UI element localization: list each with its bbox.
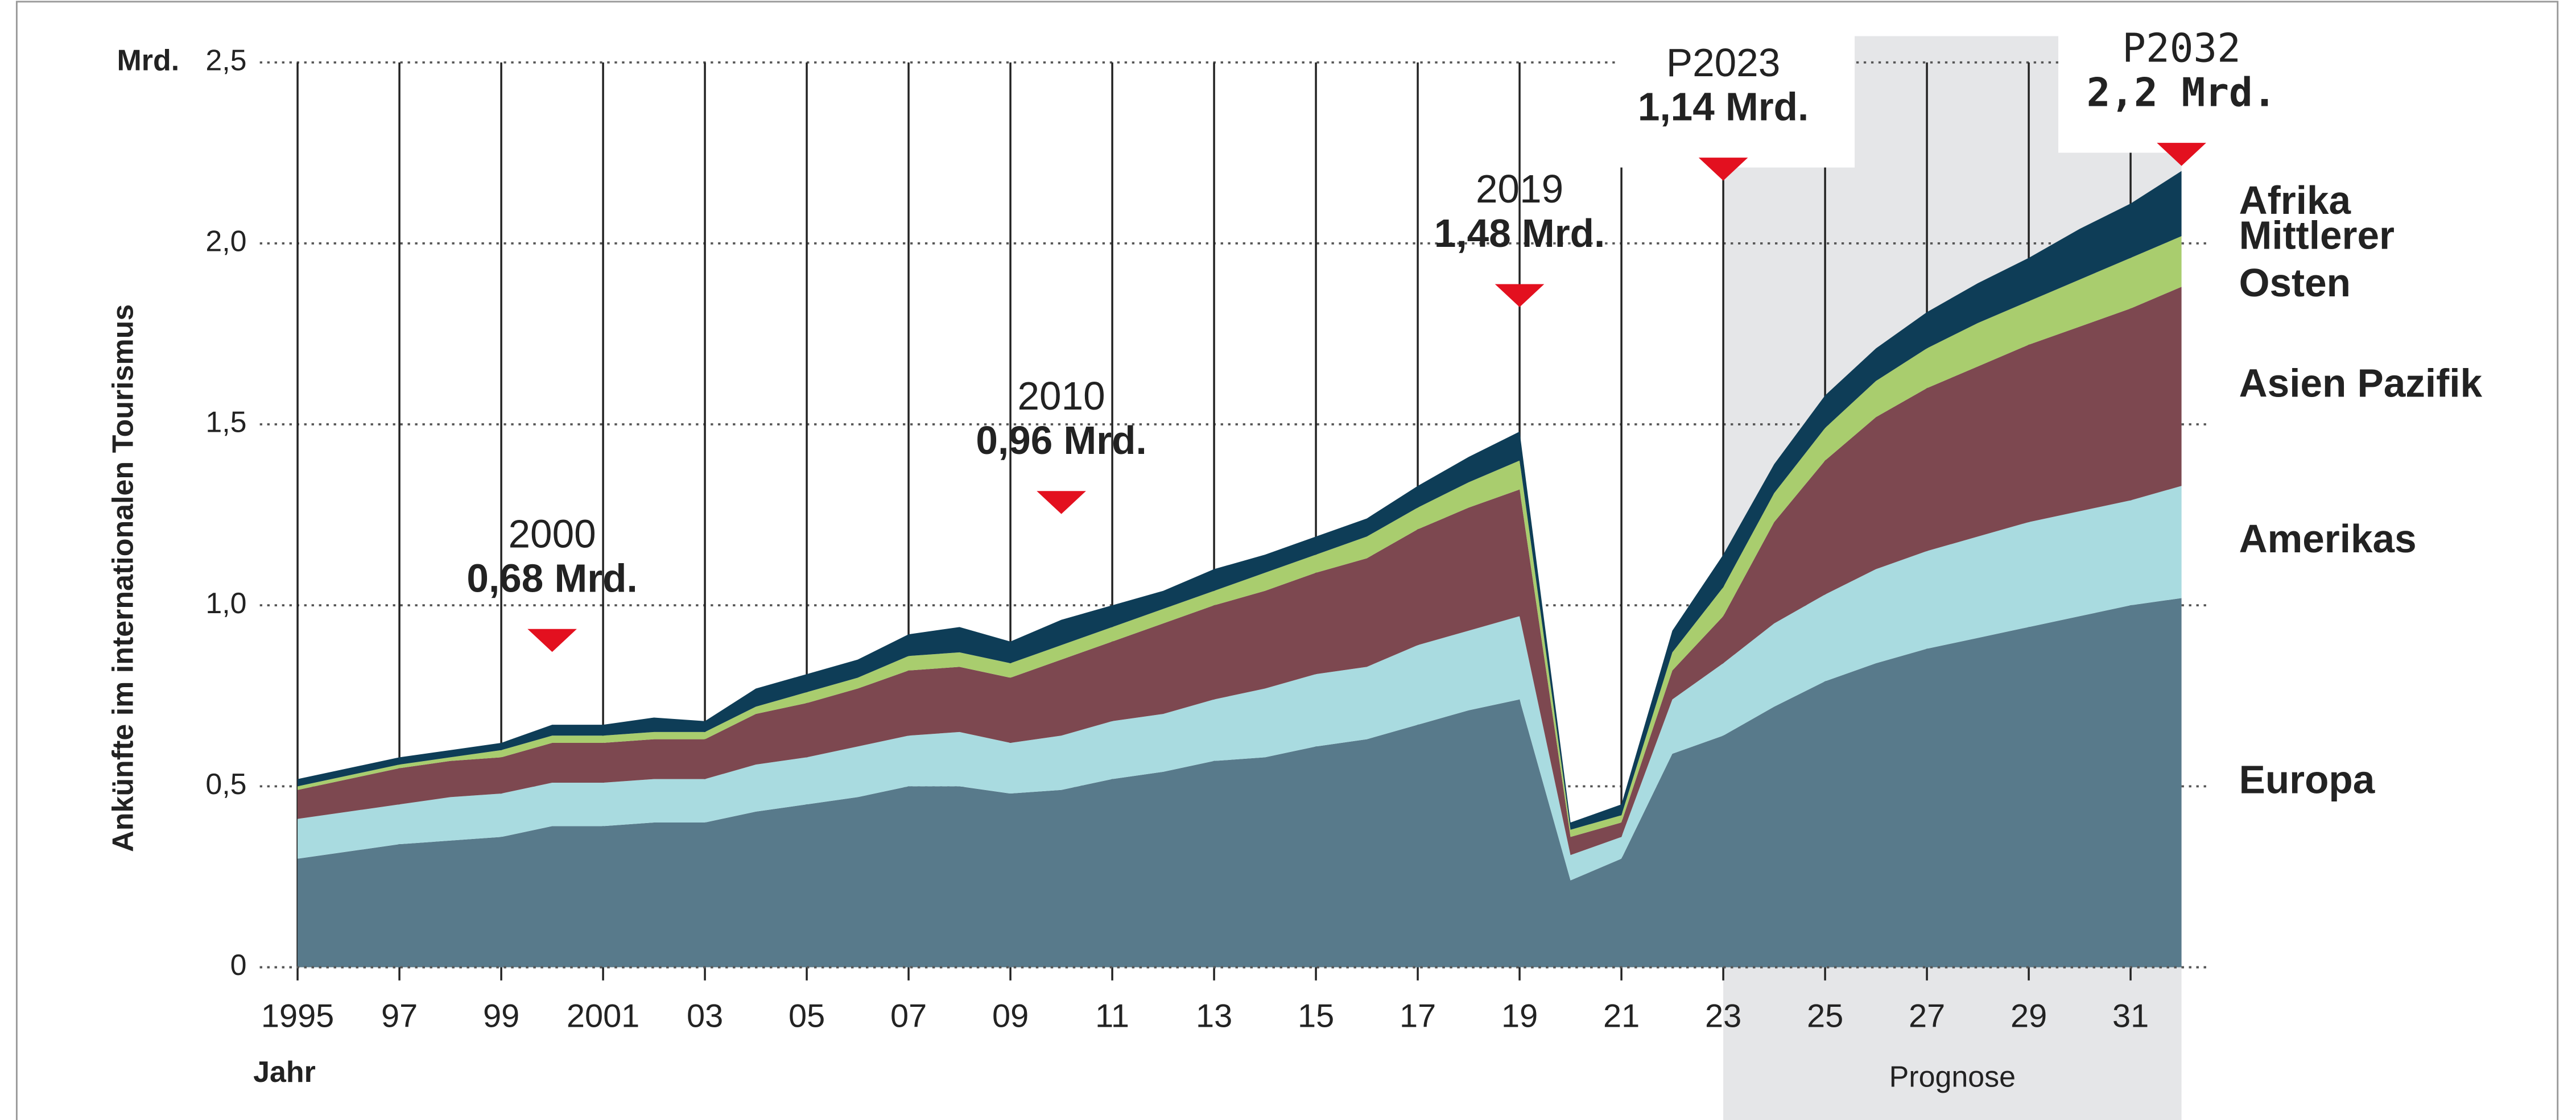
annotation-marker — [2157, 143, 2206, 166]
x-tick-label: 03 — [687, 998, 723, 1034]
annotation-title: 2019 — [1476, 167, 1563, 211]
annotation-text: 0,96 Mrd. — [976, 418, 1146, 462]
area — [298, 598, 2182, 968]
annotation-marker — [1495, 284, 1545, 307]
forecast-label: Prognose — [1889, 1061, 2016, 1094]
annotation-text: 2,2 Mrd. — [2087, 70, 2277, 115]
legend-label: Amerikas — [2239, 516, 2417, 561]
x-tick-label: 99 — [483, 998, 519, 1034]
legend-line: Mittlerer — [2239, 213, 2406, 258]
legend-label: Asien Pazifik — [2239, 361, 2483, 406]
y-tick-label: 2,5 — [205, 44, 246, 77]
frame — [15, 1, 2559, 1120]
x-tick-label: 15 — [1298, 998, 1334, 1034]
x-tick-label: 17 — [1400, 998, 1436, 1034]
legend-label: Mittlerer Osten — [2239, 213, 2406, 305]
annotation-marker — [1698, 158, 1748, 181]
x-tick-label: 25 — [1807, 998, 1843, 1034]
y-tick-label: 0 — [230, 949, 247, 982]
y-axis-label: Ankünfte im internationalen Tourismus — [107, 304, 140, 852]
annotation-box — [1616, 36, 1855, 168]
x-tick-label: 05 — [789, 998, 825, 1034]
x-tick-label: 97 — [381, 998, 418, 1034]
annotation-box — [2058, 36, 2297, 153]
x-tick-label: 29 — [2011, 998, 2047, 1034]
annotation-title: 2000 — [509, 511, 596, 556]
x-tick-label: 21 — [1603, 998, 1640, 1034]
legend-label: Europa — [2239, 757, 2375, 801]
annotation-text: 1,14 Mrd. — [1638, 85, 1809, 129]
x-tick-label: 1995 — [261, 998, 334, 1034]
area — [298, 486, 2182, 881]
x-tick-label: 13 — [1196, 998, 1232, 1034]
y-tick-label: 2,0 — [205, 225, 246, 258]
annotation-marker — [1037, 491, 1086, 514]
annotation-text: 0,68 Mrd. — [467, 556, 637, 600]
legend-line: Osten — [2239, 261, 2351, 305]
y-tick-label: 1,0 — [205, 587, 246, 620]
annotation-marker — [527, 629, 577, 652]
legend-label: Afrika — [2239, 178, 2351, 222]
area — [298, 287, 2182, 856]
x-tick-label: 09 — [992, 998, 1029, 1034]
y-tick-label: 1,5 — [205, 406, 246, 439]
x-tick-label: 27 — [1909, 998, 1945, 1034]
x-tick-label: 31 — [2112, 998, 2149, 1034]
annotation-title: 2010 — [1018, 374, 1105, 418]
annotation-title: P2032 — [2122, 26, 2241, 72]
x-axis-label: Jahr — [253, 1056, 316, 1089]
annotation-title: P2023 — [1666, 40, 1780, 85]
x-tick-label: 19 — [1501, 998, 1538, 1034]
y-unit: Mrd. — [117, 44, 180, 77]
x-tick-label: 23 — [1705, 998, 1741, 1034]
x-tick-label: 07 — [890, 998, 927, 1034]
y-tick-label: 0,5 — [205, 768, 246, 801]
annotation-text: 1,48 Mrd. — [1434, 211, 1605, 255]
x-tick-label: 2001 — [567, 998, 639, 1034]
x-tick-label: 11 — [1095, 998, 1129, 1034]
